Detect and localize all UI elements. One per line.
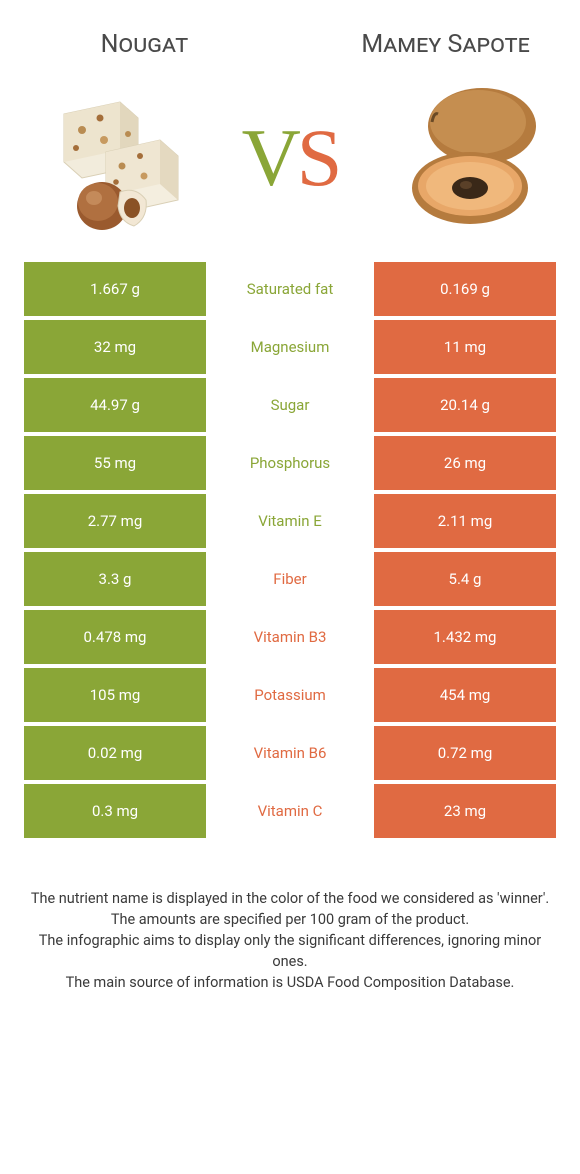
nougat-image [30,78,190,238]
cell-left-value: 3.3 g [24,552,206,606]
cell-left-value: 0.3 mg [24,784,206,838]
cell-right-value: 2.11 mg [374,494,556,548]
cell-right-value: 5.4 g [374,552,556,606]
cell-right-value: 20.14 g [374,378,556,432]
cell-nutrient-label: Saturated fat [206,262,374,316]
cell-right-value: 23 mg [374,784,556,838]
table-row: 105 mgPotassium454 mg [24,668,556,722]
vs-s: S [297,112,339,203]
cell-left-value: 105 mg [24,668,206,722]
cell-right-value: 0.169 g [374,262,556,316]
comparison-table: 1.667 gSaturated fat0.169 g32 mgMagnesiu… [24,262,556,838]
table-row: 1.667 gSaturated fat0.169 g [24,262,556,316]
title-left: Nougat [44,30,245,60]
infographic-container: Nougat Mamey Sapote [0,0,580,1013]
cell-right-value: 0.72 mg [374,726,556,780]
table-row: 44.97 gSugar20.14 g [24,378,556,432]
footer-line-4: The main source of information is USDA F… [30,972,550,993]
cell-right-value: 1.432 mg [374,610,556,664]
cell-nutrient-label: Vitamin E [206,494,374,548]
cell-right-value: 11 mg [374,320,556,374]
table-row: 32 mgMagnesium11 mg [24,320,556,374]
mamey-image [390,78,550,238]
cell-nutrient-label: Magnesium [206,320,374,374]
cell-nutrient-label: Potassium [206,668,374,722]
vs-label: VS [242,111,339,205]
cell-left-value: 44.97 g [24,378,206,432]
cell-nutrient-label: Vitamin B3 [206,610,374,664]
table-row: 0.3 mgVitamin C23 mg [24,784,556,838]
table-row: 2.77 mgVitamin E2.11 mg [24,494,556,548]
table-row: 0.02 mgVitamin B60.72 mg [24,726,556,780]
vs-v: V [242,112,297,203]
cell-left-value: 0.478 mg [24,610,206,664]
footer: The nutrient name is displayed in the co… [24,888,556,993]
cell-left-value: 0.02 mg [24,726,206,780]
cell-nutrient-label: Phosphorus [206,436,374,490]
table-row: 55 mgPhosphorus26 mg [24,436,556,490]
images-row: VS [24,78,556,238]
cell-nutrient-label: Sugar [206,378,374,432]
cell-nutrient-label: Vitamin C [206,784,374,838]
table-row: 0.478 mgVitamin B31.432 mg [24,610,556,664]
footer-line-1: The nutrient name is displayed in the co… [30,888,550,909]
cell-right-value: 26 mg [374,436,556,490]
cell-nutrient-label: Fiber [206,552,374,606]
footer-line-2: The amounts are specified per 100 gram o… [30,909,550,930]
cell-left-value: 1.667 g [24,262,206,316]
cell-left-value: 2.77 mg [24,494,206,548]
header: Nougat Mamey Sapote [24,30,556,60]
cell-right-value: 454 mg [374,668,556,722]
cell-left-value: 55 mg [24,436,206,490]
table-row: 3.3 gFiber5.4 g [24,552,556,606]
cell-left-value: 32 mg [24,320,206,374]
footer-line-3: The infographic aims to display only the… [30,930,550,972]
cell-nutrient-label: Vitamin B6 [206,726,374,780]
title-right: Mamey Sapote [345,30,546,60]
